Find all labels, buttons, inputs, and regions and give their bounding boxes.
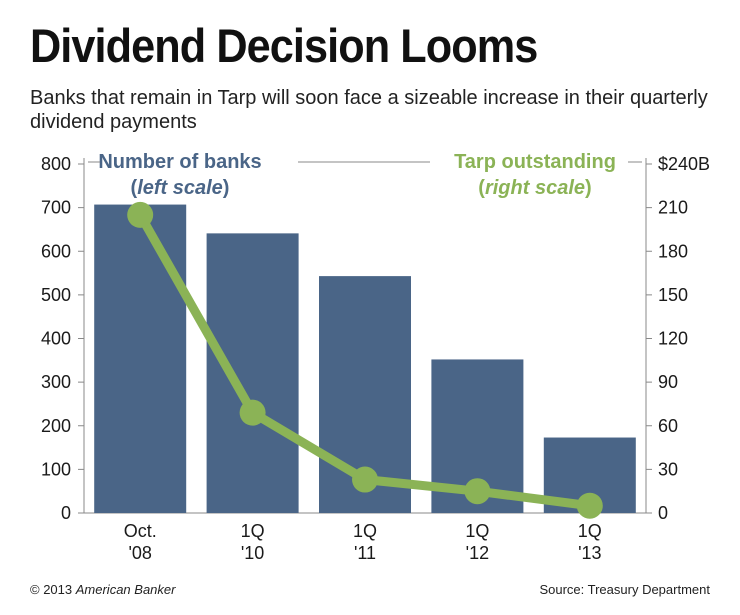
line-point [576, 492, 603, 519]
right-tick-label: 0 [658, 503, 668, 523]
category-label: 1Q '12 [465, 521, 489, 563]
category-label: 1Q '11 [353, 521, 377, 563]
left-tick-label: 400 [41, 329, 71, 349]
left-tick-label: 0 [61, 503, 71, 523]
right-tick-label: 90 [658, 372, 678, 392]
copyright-source: American Banker [75, 582, 176, 597]
legend: Number of banks(left scale)Tarp outstand… [88, 151, 642, 199]
left-tick-label: 200 [41, 416, 71, 436]
category-label-line: 1Q [465, 521, 489, 541]
left-axis-ticks: 0 100 200 300 400 500 600 700 800 [41, 154, 84, 523]
left-tick-label: 800 [41, 154, 71, 174]
chart-subtitle: Banks that remain in Tarp will soon face… [30, 87, 708, 133]
bar [94, 204, 187, 514]
category-label: Oct. '08 [124, 521, 157, 563]
legend-bar-name: Number of banks [98, 151, 261, 173]
bar [206, 233, 299, 513]
legend-bar-scale-note: left scale [137, 177, 223, 199]
left-tick-label: 500 [41, 285, 71, 305]
line-point [464, 478, 491, 505]
legend-line-scale-note: right scale [485, 177, 585, 199]
right-axis-ticks: 0 30 60 90 120 150 180 210 $240B [646, 154, 710, 523]
legend-line-scale: (right scale) [478, 177, 591, 199]
category-label-line: Oct. [124, 521, 157, 541]
right-tick-label: 210 [658, 198, 688, 218]
legend-bar-scale: (left scale) [131, 177, 230, 199]
legend-paren: ( [131, 177, 138, 199]
left-tick-label: 300 [41, 372, 71, 392]
category-label-line: 1Q [578, 521, 602, 541]
category-label-line: '08 [128, 543, 151, 563]
chart-canvas: 0 100 200 300 400 500 600 700 800 0 30 60 90 120 150 1… [41, 151, 710, 563]
chart-title: Dividend Decision Looms [30, 19, 538, 72]
copyright-note: © 2013 American Banker [30, 582, 175, 597]
category-label-line: '10 [241, 543, 264, 563]
bar-series [94, 204, 636, 514]
line-series [127, 201, 603, 519]
line-point [352, 466, 378, 493]
right-tick-label: $240B [658, 154, 710, 174]
category-label-line: 1Q [353, 521, 377, 541]
category-label-line: '13 [578, 543, 601, 563]
category-label-line: '12 [466, 543, 489, 563]
line-point [127, 201, 154, 228]
copyright-prefix: © 2013 [30, 582, 73, 597]
right-tick-label: 30 [658, 459, 678, 479]
legend-line-name: Tarp outstanding [454, 151, 616, 173]
left-tick-label: 600 [41, 241, 71, 261]
line-point [239, 399, 266, 426]
left-tick-label: 700 [41, 198, 71, 218]
right-tick-label: 150 [658, 285, 688, 305]
right-tick-label: 120 [658, 329, 688, 349]
source-note: Source: Treasury Department [539, 582, 710, 597]
legend-paren: ( [478, 177, 485, 199]
category-label-line: 1Q [241, 521, 265, 541]
legend-paren: ) [585, 177, 592, 199]
category-label: 1Q '10 [241, 521, 265, 563]
category-label-line: '11 [354, 543, 376, 563]
legend-paren: ) [223, 177, 230, 199]
category-label: 1Q '13 [578, 521, 602, 563]
left-tick-label: 100 [41, 459, 71, 479]
right-tick-label: 60 [658, 416, 678, 436]
right-tick-label: 180 [658, 241, 688, 261]
